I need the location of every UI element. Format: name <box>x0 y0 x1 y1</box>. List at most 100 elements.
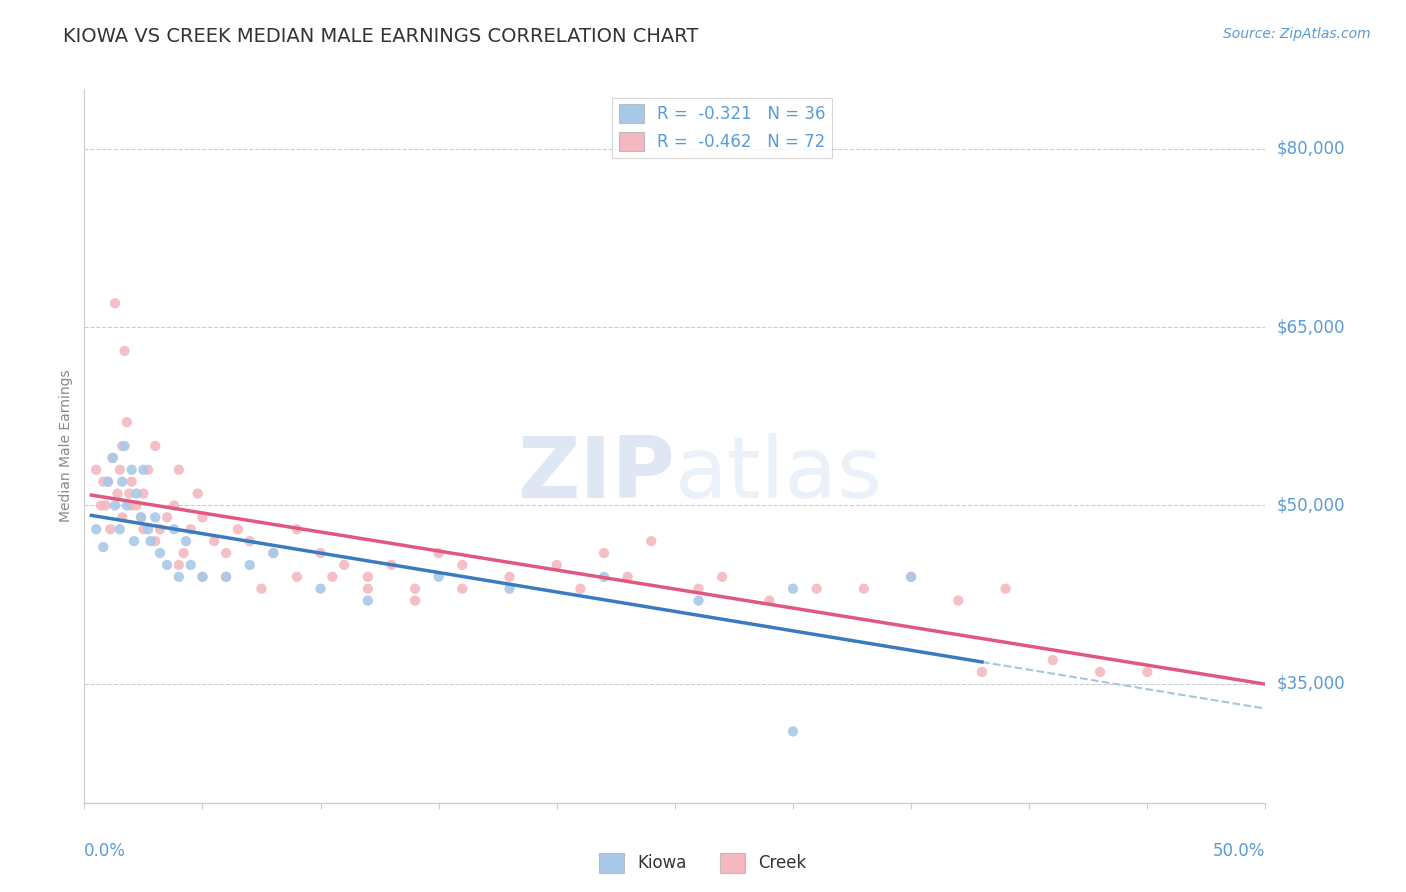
Point <box>167 558 190 572</box>
Point <box>688 593 710 607</box>
Point <box>262 546 284 560</box>
Point <box>143 510 166 524</box>
Point <box>285 522 308 536</box>
Point <box>202 534 225 549</box>
Point <box>97 475 120 489</box>
Point <box>191 570 214 584</box>
Point <box>129 510 152 524</box>
Point <box>357 593 380 607</box>
Point <box>121 499 143 513</box>
Point <box>191 570 214 584</box>
Point <box>111 475 134 489</box>
Point <box>104 499 127 513</box>
Point <box>191 510 214 524</box>
Point <box>215 570 238 584</box>
Point <box>108 463 131 477</box>
Point <box>136 522 159 536</box>
Text: $50,000: $50,000 <box>1277 497 1346 515</box>
Point <box>782 724 804 739</box>
Point <box>98 522 121 536</box>
Point <box>114 439 136 453</box>
Point <box>852 582 875 596</box>
Point <box>167 570 190 584</box>
Point <box>640 534 662 549</box>
Point <box>427 570 450 584</box>
Point <box>125 499 148 513</box>
Point <box>262 546 284 560</box>
Point <box>285 570 308 584</box>
Point <box>156 510 179 524</box>
Point <box>132 522 155 536</box>
Point <box>97 475 120 489</box>
Point <box>357 570 380 584</box>
Point <box>149 522 172 536</box>
Point <box>994 582 1017 596</box>
Point <box>180 558 202 572</box>
Point <box>239 534 262 549</box>
Point <box>94 499 117 513</box>
Point <box>250 582 273 596</box>
Point <box>948 593 970 607</box>
Text: $65,000: $65,000 <box>1277 318 1346 336</box>
Point <box>593 546 616 560</box>
Text: $35,000: $35,000 <box>1277 675 1346 693</box>
Point <box>132 463 155 477</box>
Point <box>90 499 112 513</box>
Point <box>121 463 143 477</box>
Legend: R =  -0.321   N = 36, R =  -0.462   N = 72: R = -0.321 N = 36, R = -0.462 N = 72 <box>612 97 832 158</box>
Point <box>173 546 195 560</box>
Point <box>782 582 804 596</box>
Point <box>149 546 172 560</box>
Point <box>121 475 143 489</box>
Point <box>427 546 450 560</box>
Point <box>546 558 568 572</box>
Point <box>215 570 238 584</box>
Point <box>101 450 124 465</box>
Point <box>593 570 616 584</box>
Point <box>180 522 202 536</box>
Text: ZIP: ZIP <box>517 433 675 516</box>
Point <box>136 463 159 477</box>
Point <box>357 582 380 596</box>
Point <box>451 582 474 596</box>
Point <box>1042 653 1064 667</box>
Point <box>309 546 332 560</box>
Point <box>91 475 114 489</box>
Point <box>111 510 134 524</box>
Point <box>380 558 402 572</box>
Text: 50.0%: 50.0% <box>1213 842 1265 860</box>
Point <box>143 534 166 549</box>
Point <box>711 570 734 584</box>
Point <box>174 534 197 549</box>
Point <box>333 558 356 572</box>
Point <box>122 534 145 549</box>
Point <box>163 499 186 513</box>
Point <box>1136 665 1159 679</box>
Point <box>139 534 162 549</box>
Point <box>84 522 107 536</box>
Point <box>132 486 155 500</box>
Point <box>107 486 129 500</box>
Point <box>101 450 124 465</box>
Point <box>498 582 520 596</box>
Point <box>143 439 166 453</box>
Point <box>688 582 710 596</box>
Point <box>115 415 138 429</box>
Point <box>215 546 238 560</box>
Point <box>404 593 426 607</box>
Point <box>309 582 332 596</box>
Point <box>1088 665 1111 679</box>
Point <box>167 463 190 477</box>
Point <box>806 582 828 596</box>
Point <box>111 439 134 453</box>
Point <box>616 570 638 584</box>
Point <box>239 558 262 572</box>
Point <box>758 593 780 607</box>
Text: atlas: atlas <box>675 433 883 516</box>
Point <box>900 570 922 584</box>
Point <box>451 558 474 572</box>
Text: KIOWA VS CREEK MEDIAN MALE EARNINGS CORRELATION CHART: KIOWA VS CREEK MEDIAN MALE EARNINGS CORR… <box>63 27 699 45</box>
Legend: Kiowa, Creek: Kiowa, Creek <box>592 847 814 880</box>
Point <box>129 510 152 524</box>
Point <box>104 296 127 310</box>
